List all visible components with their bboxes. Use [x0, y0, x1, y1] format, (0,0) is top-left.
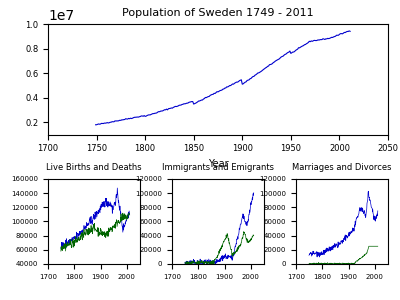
Title: Immigrants and Emigrants: Immigrants and Emigrants [162, 164, 274, 172]
X-axis label: Year: Year [208, 159, 228, 169]
Title: Population of Sweden 1749 - 2011: Population of Sweden 1749 - 2011 [122, 8, 314, 18]
Title: Live Births and Deaths: Live Births and Deaths [46, 164, 142, 172]
Title: Marriages and Divorces: Marriages and Divorces [292, 164, 392, 172]
